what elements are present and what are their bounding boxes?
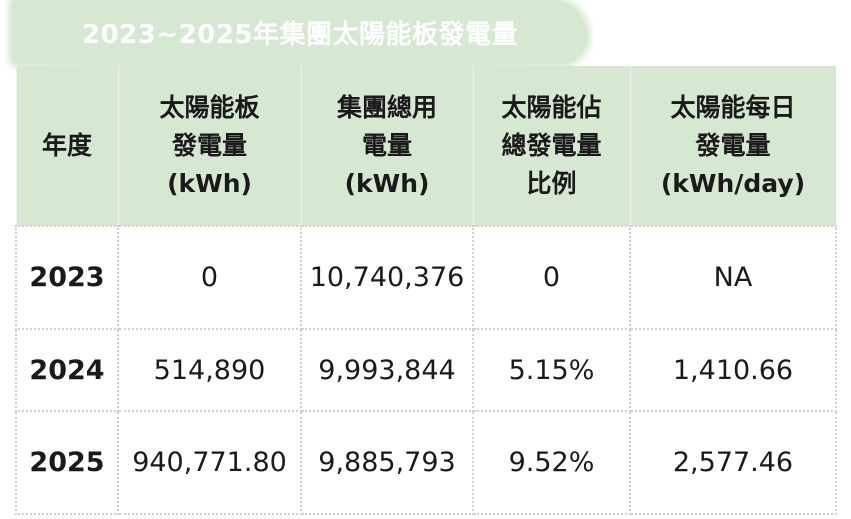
table-row: 2025 940,771.80 9,885,793 9.52% 2,577.46 [15,411,837,515]
cell-year: 2025 [15,411,119,515]
cell-daily-generation: NA [629,225,837,330]
cell-solar-generation: 940,771.80 [117,411,302,515]
header-row: 年度 太陽能板 發電量 (kWh) 集團總用 電量 (kWh) 太陽能佔 總發電… [15,66,837,226]
cell-year: 2024 [15,329,119,412]
table-row: 2024 514,890 9,993,844 5.15% 1,410.66 [15,329,837,412]
header-solar-generation: 太陽能板 發電量 (kWh) [117,66,302,226]
table-body: 2023 0 10,740,376 0 NA 2024 514,890 9,99… [15,225,837,515]
title-banner: 2023~2025年集團太陽能板發電量 [12,0,587,64]
cell-solar-ratio: 5.15% [472,329,631,412]
cell-daily-generation: 2,577.46 [629,411,837,515]
header-solar-ratio: 太陽能佔 總發電量 比例 [472,66,631,226]
header-daily-generation: 太陽能每日 發電量 (kWh/day) [629,66,837,226]
cell-solar-ratio: 0 [472,225,631,330]
cell-total-consumption: 9,993,844 [300,329,474,412]
cell-total-consumption: 10,740,376 [300,225,474,330]
cell-solar-ratio: 9.52% [472,411,631,515]
table-header: 年度 太陽能板 發電量 (kWh) 集團總用 電量 (kWh) 太陽能佔 總發電… [15,66,837,226]
cell-solar-generation: 0 [117,225,302,330]
cell-year: 2023 [15,225,119,330]
page-title: 2023~2025年集團太陽能板發電量 [82,20,519,50]
solar-generation-table: 年度 太陽能板 發電量 (kWh) 集團總用 電量 (kWh) 太陽能佔 總發電… [15,66,837,515]
cell-solar-generation: 514,890 [117,329,302,412]
cell-daily-generation: 1,410.66 [629,329,837,412]
header-total-consumption: 集團總用 電量 (kWh) [300,66,474,226]
header-year: 年度 [15,66,119,226]
cell-total-consumption: 9,885,793 [300,411,474,515]
table-row: 2023 0 10,740,376 0 NA [15,225,837,330]
